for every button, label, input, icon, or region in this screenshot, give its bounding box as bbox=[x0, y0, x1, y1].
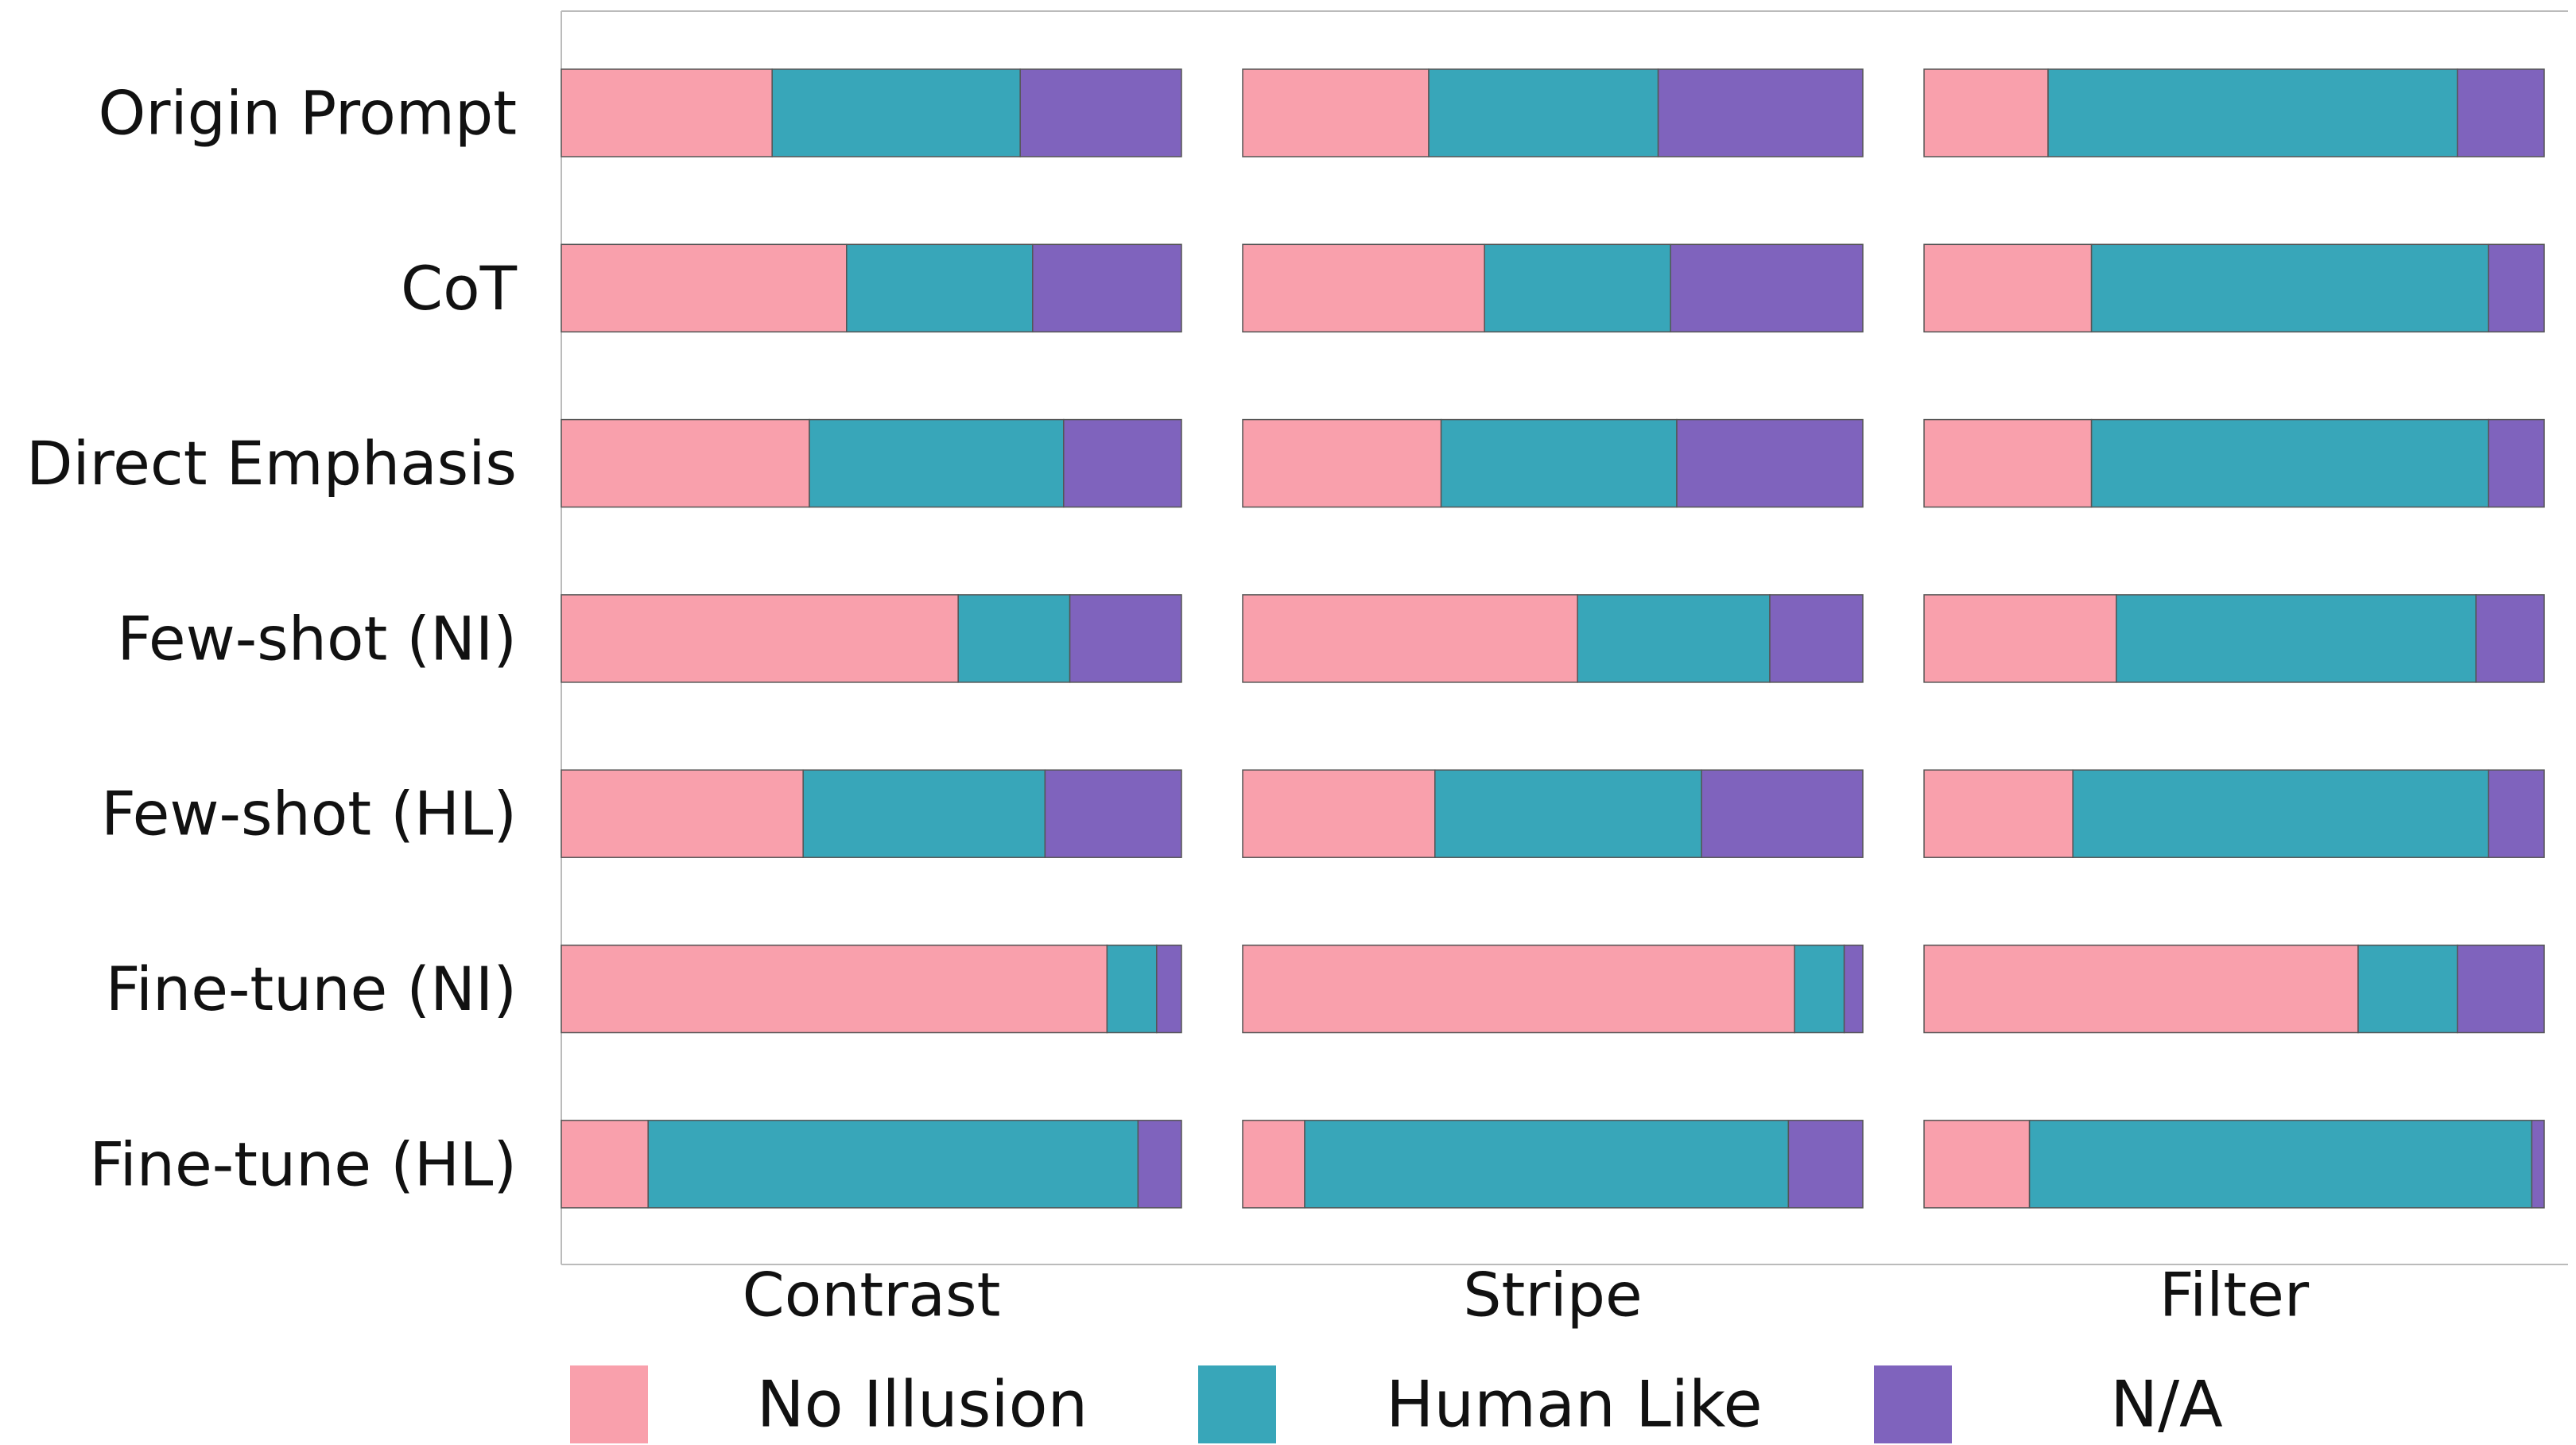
bar-segment-stripe-direct-emphasis-no-illusion bbox=[1242, 418, 1442, 508]
legend-swatch-no-illusion bbox=[570, 1365, 648, 1443]
category-labels: Origin Prompt CoT Direct Emphasis Few-shot … bbox=[26, 78, 518, 1200]
bar-segment-filter-few-shot-ni-human-like bbox=[2116, 594, 2477, 683]
bar-segment-stripe-fine-tune-ni-no-illusion bbox=[1242, 944, 1795, 1034]
bar-segment-filter-fine-tune-hl-no-illusion bbox=[1923, 1120, 2031, 1209]
bar-segment-stripe-fine-tune-hl-n-a bbox=[1787, 1120, 1864, 1209]
bar-segment-contrast-direct-emphasis-human-like bbox=[809, 418, 1065, 508]
category-label-few-shot-hl: Few-shot (HL) bbox=[101, 779, 517, 849]
bar-segment-stripe-fine-tune-hl-no-illusion bbox=[1242, 1120, 1305, 1209]
bar-segment-filter-cot-n-a bbox=[2488, 243, 2545, 333]
bar-segment-stripe-direct-emphasis-human-like bbox=[1440, 418, 1678, 508]
bar-segment-stripe-fine-tune-ni-human-like bbox=[1794, 944, 1845, 1034]
legend: No Illusion Human Like N/A bbox=[570, 1365, 2223, 1443]
bar-segment-stripe-few-shot-hl-n-a bbox=[1701, 769, 1864, 858]
bar-segment-filter-few-shot-ni-no-illusion bbox=[1923, 594, 2117, 683]
bar-segment-stripe-origin-prompt-n-a bbox=[1657, 68, 1864, 157]
bar-segment-contrast-few-shot-hl-human-like bbox=[802, 769, 1046, 858]
bar-segment-contrast-cot-n-a bbox=[1032, 243, 1182, 333]
bar-segment-filter-cot-no-illusion bbox=[1923, 243, 2093, 333]
bar-segment-stripe-few-shot-hl-no-illusion bbox=[1242, 769, 1436, 858]
bar-segment-contrast-direct-emphasis-n-a bbox=[1063, 418, 1182, 508]
panel-contrast: Contrast bbox=[561, 68, 1182, 1330]
bar-segment-filter-fine-tune-ni-no-illusion bbox=[1923, 944, 2359, 1034]
bar-segment-filter-origin-prompt-human-like bbox=[2047, 68, 2458, 157]
panel-title-contrast: Contrast bbox=[743, 1260, 1001, 1330]
category-label-fine-tune-ni: Fine-tune (NI) bbox=[106, 954, 517, 1024]
bar-segment-stripe-cot-n-a bbox=[1670, 243, 1864, 333]
bar-segment-filter-origin-prompt-n-a bbox=[2457, 68, 2545, 157]
panel-filter: Filter bbox=[1923, 68, 2545, 1330]
legend-label-human-like: Human Like bbox=[1386, 1368, 1762, 1442]
category-label-cot: CoT bbox=[401, 253, 518, 324]
bar-segment-stripe-fine-tune-hl-human-like bbox=[1304, 1120, 1790, 1209]
bar-segment-filter-fine-tune-ni-n-a bbox=[2457, 944, 2545, 1034]
bar-segment-contrast-few-shot-hl-no-illusion bbox=[561, 769, 804, 858]
bar-segment-stripe-few-shot-ni-n-a bbox=[1769, 594, 1864, 683]
bar-segment-stripe-fine-tune-ni-n-a bbox=[1843, 944, 1864, 1034]
category-label-few-shot-ni: Few-shot (NI) bbox=[117, 603, 517, 674]
bar-segment-filter-direct-emphasis-n-a bbox=[2488, 418, 2545, 508]
bar-segment-contrast-direct-emphasis-no-illusion bbox=[561, 418, 810, 508]
bar-segment-contrast-fine-tune-hl-human-like bbox=[647, 1120, 1139, 1209]
bar-segment-filter-few-shot-hl-n-a bbox=[2488, 769, 2545, 858]
bar-segment-filter-direct-emphasis-no-illusion bbox=[1923, 418, 2093, 508]
bar-segment-filter-cot-human-like bbox=[2090, 243, 2489, 333]
chart-panels: Contrast Stripe Filter bbox=[561, 68, 2545, 1330]
bar-segment-contrast-few-shot-ni-n-a bbox=[1069, 594, 1182, 683]
bar-segment-stripe-few-shot-ni-no-illusion bbox=[1242, 594, 1578, 683]
panel-title-filter: Filter bbox=[2159, 1260, 2310, 1330]
bar-segment-contrast-origin-prompt-human-like bbox=[771, 68, 1021, 157]
panel-stripe: Stripe bbox=[1242, 68, 1864, 1330]
bar-segment-contrast-origin-prompt-no-illusion bbox=[561, 68, 773, 157]
bar-segment-stripe-origin-prompt-no-illusion bbox=[1242, 68, 1430, 157]
bar-segment-contrast-fine-tune-ni-n-a bbox=[1156, 944, 1182, 1034]
legend-label-n-a: N/A bbox=[2110, 1368, 2223, 1442]
bar-segment-filter-few-shot-hl-no-illusion bbox=[1923, 769, 2074, 858]
bar-segment-contrast-cot-no-illusion bbox=[561, 243, 848, 333]
bar-segment-filter-few-shot-ni-n-a bbox=[2475, 594, 2545, 683]
bar-segment-filter-fine-tune-ni-human-like bbox=[2357, 944, 2458, 1034]
bar-segment-stripe-cot-no-illusion bbox=[1242, 243, 1485, 333]
bar-segment-filter-few-shot-hl-human-like bbox=[2072, 769, 2489, 858]
panel-title-stripe: Stripe bbox=[1463, 1260, 1642, 1330]
bar-segment-contrast-few-shot-ni-human-like bbox=[957, 594, 1071, 683]
bar-segment-contrast-cot-human-like bbox=[846, 243, 1034, 333]
bar-segment-filter-fine-tune-hl-n-a bbox=[2531, 1120, 2545, 1209]
bar-segment-contrast-few-shot-hl-n-a bbox=[1044, 769, 1182, 858]
bar-segment-contrast-origin-prompt-n-a bbox=[1019, 68, 1182, 157]
bar-segment-stripe-few-shot-ni-human-like bbox=[1577, 594, 1771, 683]
bar-segment-filter-fine-tune-hl-human-like bbox=[2028, 1120, 2533, 1209]
bar-segment-contrast-fine-tune-hl-no-illusion bbox=[561, 1120, 649, 1209]
category-label-origin-prompt: Origin Prompt bbox=[98, 78, 517, 149]
bar-segment-filter-origin-prompt-no-illusion bbox=[1923, 68, 2049, 157]
bar-segment-stripe-direct-emphasis-n-a bbox=[1676, 418, 1864, 508]
legend-swatch-n-a bbox=[1874, 1365, 1952, 1443]
bar-segment-stripe-cot-human-like bbox=[1484, 243, 1671, 333]
bar-segment-contrast-fine-tune-hl-n-a bbox=[1137, 1120, 1182, 1209]
category-label-fine-tune-hl: Fine-tune (HL) bbox=[90, 1128, 518, 1199]
bar-segment-contrast-fine-tune-ni-human-like bbox=[1106, 944, 1158, 1034]
bar-segment-contrast-fine-tune-ni-no-illusion bbox=[561, 944, 1108, 1034]
bar-segment-stripe-few-shot-hl-human-like bbox=[1434, 769, 1702, 858]
bar-segment-stripe-origin-prompt-human-like bbox=[1428, 68, 1659, 157]
bar-segment-filter-direct-emphasis-human-like bbox=[2090, 418, 2489, 508]
legend-swatch-human-like bbox=[1198, 1365, 1276, 1443]
legend-label-no-illusion: No Illusion bbox=[757, 1368, 1088, 1442]
category-label-direct-emphasis: Direct Emphasis bbox=[26, 428, 517, 499]
bar-segment-contrast-few-shot-ni-no-illusion bbox=[561, 594, 959, 683]
